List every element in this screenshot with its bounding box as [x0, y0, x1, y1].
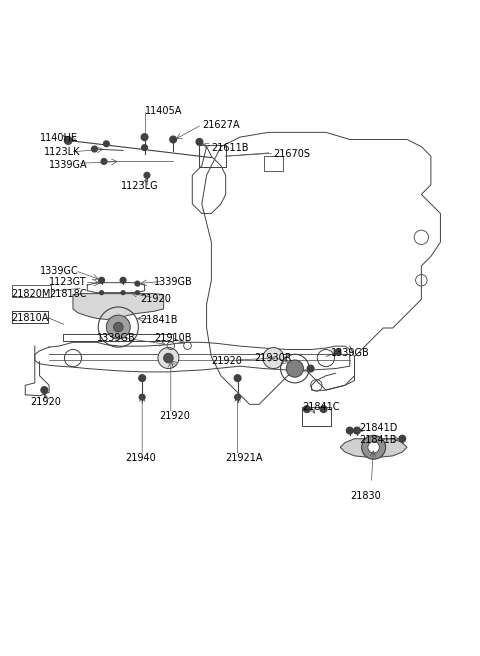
Circle shape: [135, 291, 139, 295]
Text: 1339GB: 1339GB: [331, 348, 370, 358]
Text: 1123LG: 1123LG: [120, 181, 158, 192]
Circle shape: [399, 436, 406, 442]
Circle shape: [92, 146, 97, 152]
Bar: [12, 312, 48, 323]
Text: 21611B: 21611B: [211, 142, 249, 153]
Circle shape: [135, 281, 140, 286]
Text: 21810A: 21810A: [11, 314, 48, 323]
Circle shape: [362, 436, 385, 459]
Circle shape: [196, 138, 203, 145]
Text: 1123GT: 1123GT: [49, 277, 87, 287]
Text: 21841C: 21841C: [302, 401, 339, 412]
Text: 21820M: 21820M: [11, 289, 50, 298]
Circle shape: [307, 365, 314, 372]
Text: 21921A: 21921A: [226, 453, 263, 462]
Text: 21940: 21940: [125, 453, 156, 462]
Text: 1339GC: 1339GC: [39, 266, 78, 276]
Circle shape: [286, 360, 303, 377]
Text: 1140HE: 1140HE: [39, 133, 78, 143]
Text: 1339GA: 1339GA: [49, 160, 88, 170]
Circle shape: [347, 427, 353, 434]
Text: 21920: 21920: [211, 356, 242, 367]
Circle shape: [164, 354, 173, 363]
Circle shape: [354, 427, 360, 434]
Circle shape: [235, 394, 240, 400]
Circle shape: [320, 406, 327, 413]
Text: 1339GB: 1339GB: [154, 277, 193, 287]
Text: 21830: 21830: [350, 491, 381, 501]
Polygon shape: [340, 439, 407, 458]
Circle shape: [158, 348, 179, 369]
Text: 21818C: 21818C: [49, 289, 86, 298]
Circle shape: [120, 277, 126, 283]
Circle shape: [107, 315, 130, 339]
Text: 21920: 21920: [30, 397, 61, 407]
Text: 21910B: 21910B: [154, 333, 192, 342]
Text: 21841B: 21841B: [140, 315, 177, 325]
Circle shape: [142, 145, 147, 150]
Text: 21841B: 21841B: [360, 435, 397, 445]
Circle shape: [170, 136, 177, 143]
Circle shape: [234, 375, 241, 381]
Circle shape: [303, 406, 310, 413]
Circle shape: [99, 277, 105, 283]
Text: 21841D: 21841D: [360, 423, 398, 433]
Bar: [302, 407, 331, 426]
Circle shape: [121, 291, 125, 295]
Circle shape: [114, 322, 123, 332]
Circle shape: [64, 136, 72, 144]
Circle shape: [368, 441, 379, 453]
Circle shape: [139, 394, 145, 400]
Text: 21920: 21920: [140, 294, 171, 304]
Bar: [264, 156, 283, 171]
Circle shape: [100, 291, 104, 295]
Circle shape: [335, 349, 341, 355]
Text: 1123LK: 1123LK: [44, 148, 81, 157]
Text: 21627A: 21627A: [202, 120, 240, 130]
Text: 21670S: 21670S: [274, 149, 311, 159]
Circle shape: [101, 159, 107, 164]
Circle shape: [139, 375, 145, 381]
Text: 21920: 21920: [159, 411, 190, 421]
Circle shape: [41, 386, 48, 394]
Bar: [199, 145, 226, 167]
Circle shape: [104, 141, 109, 147]
Circle shape: [141, 134, 148, 140]
Bar: [12, 312, 48, 323]
Circle shape: [144, 173, 150, 178]
Text: 1339GB: 1339GB: [97, 333, 135, 342]
Polygon shape: [73, 294, 164, 319]
Text: 21930R: 21930R: [254, 353, 292, 363]
Text: 11405A: 11405A: [144, 106, 182, 116]
Bar: [12, 285, 51, 297]
Circle shape: [263, 348, 284, 369]
